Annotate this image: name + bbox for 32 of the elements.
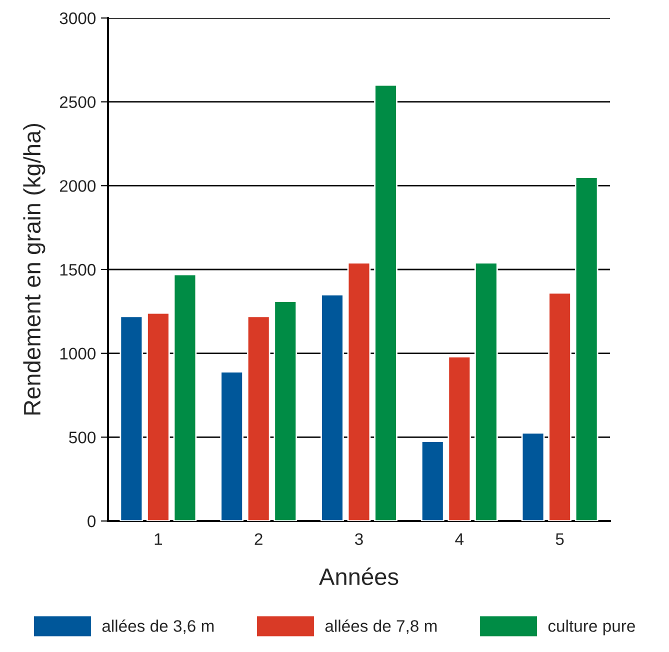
y-tick-label: 0 [88, 515, 96, 528]
y-tick-label: 500 [69, 432, 96, 444]
x-tick-label: 1 [154, 533, 162, 545]
y-tick-label: 2000 [60, 180, 96, 192]
y-tick-label: 1000 [60, 348, 96, 360]
legend-label: allées de 3,6 m [102, 619, 214, 634]
bar [374, 84, 398, 521]
x-axis-title: Années [319, 568, 398, 586]
x-tick-label: 2 [254, 533, 262, 545]
bar [420, 440, 444, 521]
bar [220, 371, 244, 521]
bar [274, 300, 298, 521]
bar [448, 356, 472, 521]
x-tick-label: 3 [355, 533, 363, 546]
x-tick-label: 5 [556, 533, 564, 546]
x-tick-label: 4 [455, 533, 464, 545]
bar [521, 432, 545, 521]
bar [474, 262, 498, 521]
y-tick-label: 2500 [60, 96, 96, 108]
bar [347, 262, 371, 521]
bar [120, 316, 144, 521]
legend-label: allées de 7,8 m [325, 619, 437, 634]
bar [173, 274, 197, 521]
bar [548, 292, 572, 521]
bar [146, 312, 170, 521]
bar [574, 176, 598, 521]
y-tick-label: 3000 [60, 12, 96, 24]
bar [320, 294, 344, 521]
bar [246, 316, 270, 521]
y-tick-label: 1500 [60, 264, 96, 276]
legend-label: culture pure [548, 620, 635, 636]
y-axis-title: Rendement en grain (kg/ha) [23, 124, 46, 415]
